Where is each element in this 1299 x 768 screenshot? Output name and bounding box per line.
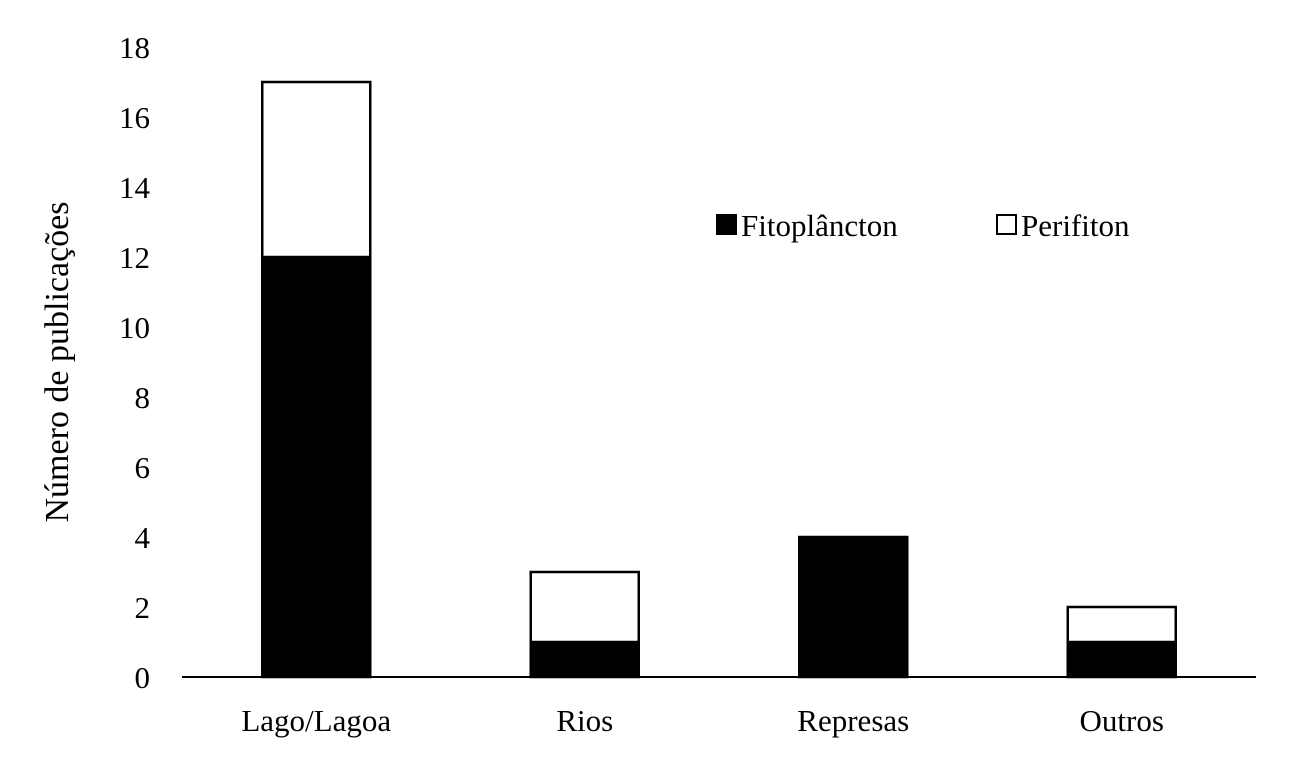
x-category-label: Rios [556,703,613,738]
bar-segment [529,640,640,679]
legend-label: Perifiton [1021,208,1130,243]
x-category-label: Outros [1080,703,1164,738]
x-category-label: Represas [797,703,909,738]
x-category-label: Lago/Lagoa [241,703,391,738]
legend-swatch [716,214,737,235]
y-tick-label: 2 [135,590,151,625]
bar-segment [798,535,909,679]
bar-segment [529,570,640,644]
legend: Fitoplâncton Perifiton [716,208,1130,243]
y-tick-label: 8 [135,380,151,415]
bar-segment [1066,640,1177,679]
y-tick-label: 10 [119,310,150,345]
bars [261,80,1177,679]
y-axis-ticks: 0 2 4 6 8 10 12 14 16 18 [119,30,151,695]
y-tick-label: 14 [119,170,151,205]
legend-swatch [996,214,1017,235]
x-axis-category-labels: Lago/Lagoa Rios Represas Outros [241,703,1164,738]
y-tick-label: 0 [135,660,151,695]
bar-segment [261,255,372,679]
y-axis-title: Número de publicações [39,202,76,523]
bar-segment [261,80,372,259]
y-tick-label: 6 [135,450,151,485]
legend-label: Fitoplâncton [741,208,898,243]
bar-segment [1066,605,1177,644]
y-tick-label: 12 [119,240,150,275]
y-tick-label: 4 [135,520,151,555]
y-tick-label: 18 [119,30,150,65]
y-tick-label: 16 [119,100,150,135]
